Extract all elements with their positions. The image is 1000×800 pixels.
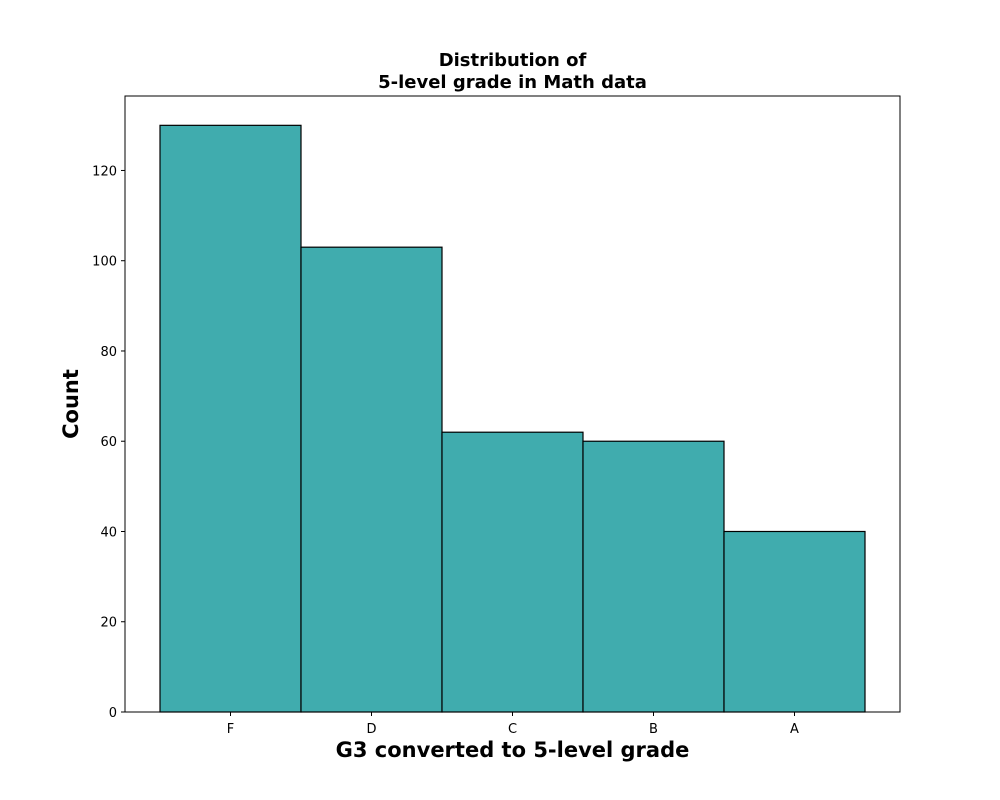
- y-tick-label: 0: [109, 706, 117, 721]
- bar-C: [441, 431, 584, 713]
- y-tick-label: 120: [92, 164, 117, 179]
- bar-B: [582, 440, 725, 713]
- y-axis-label: Count: [59, 369, 83, 439]
- x-tick-label: C: [508, 722, 517, 737]
- y-tick-label: 100: [92, 255, 117, 270]
- y-ticks-group: 0 20 40 60 80 100 120: [92, 164, 125, 721]
- x-axis-label: G3 converted to 5-level grade: [336, 738, 690, 762]
- x-tick-label: F: [227, 722, 234, 737]
- bars-group: [159, 124, 866, 713]
- x-tick-label: B: [649, 722, 658, 737]
- y-tick-label: 60: [100, 435, 117, 450]
- bar-F: [159, 124, 302, 713]
- chart-title-line-1: Distribution of: [439, 50, 587, 71]
- plot-area-frame: [124, 95, 901, 713]
- chart-title-line-2: 5-level grade in Math data: [378, 72, 647, 93]
- x-tick-label: D: [366, 722, 376, 737]
- bar-A: [723, 530, 866, 713]
- y-tick-label: 80: [100, 345, 117, 360]
- y-tick-label: 40: [100, 525, 117, 540]
- x-tick-label: A: [790, 722, 799, 737]
- bar-D: [300, 246, 443, 713]
- y-tick-label: 20: [100, 616, 117, 631]
